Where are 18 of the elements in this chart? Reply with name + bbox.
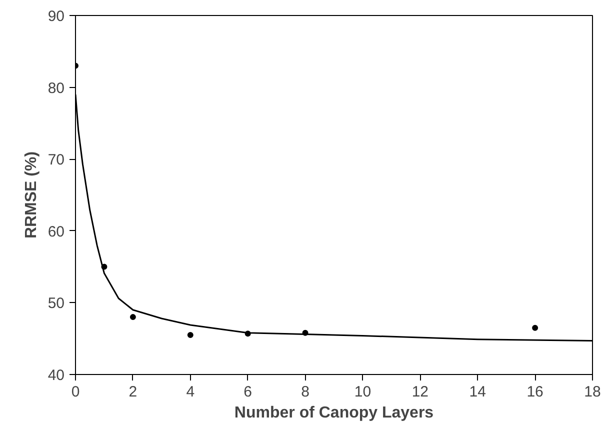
x-tick-label: 12	[412, 384, 429, 400]
x-axis-title: Number of Canopy Layers	[234, 404, 434, 422]
y-tick-label: 90	[48, 8, 65, 25]
y-tick-label: 40	[48, 367, 65, 384]
x-tick-label: 18	[584, 384, 601, 400]
x-tick-label: 10	[354, 384, 372, 400]
x-tick-label: 0	[71, 384, 80, 400]
x-tick-label: 6	[244, 384, 252, 400]
x-tick-label: 14	[469, 384, 486, 400]
x-tick-label: 4	[186, 384, 195, 400]
y-tick-label: 60	[48, 223, 65, 240]
y-tick-label: 80	[48, 80, 65, 97]
y-axis-title: RRMSE (%)	[22, 151, 40, 239]
x-tick-label: 16	[526, 384, 544, 400]
y-tick-label: 50	[48, 295, 65, 312]
x-tick-label: 2	[128, 384, 138, 400]
y-tick-label: 70	[48, 152, 65, 169]
x-tick-label: 8	[301, 384, 310, 400]
